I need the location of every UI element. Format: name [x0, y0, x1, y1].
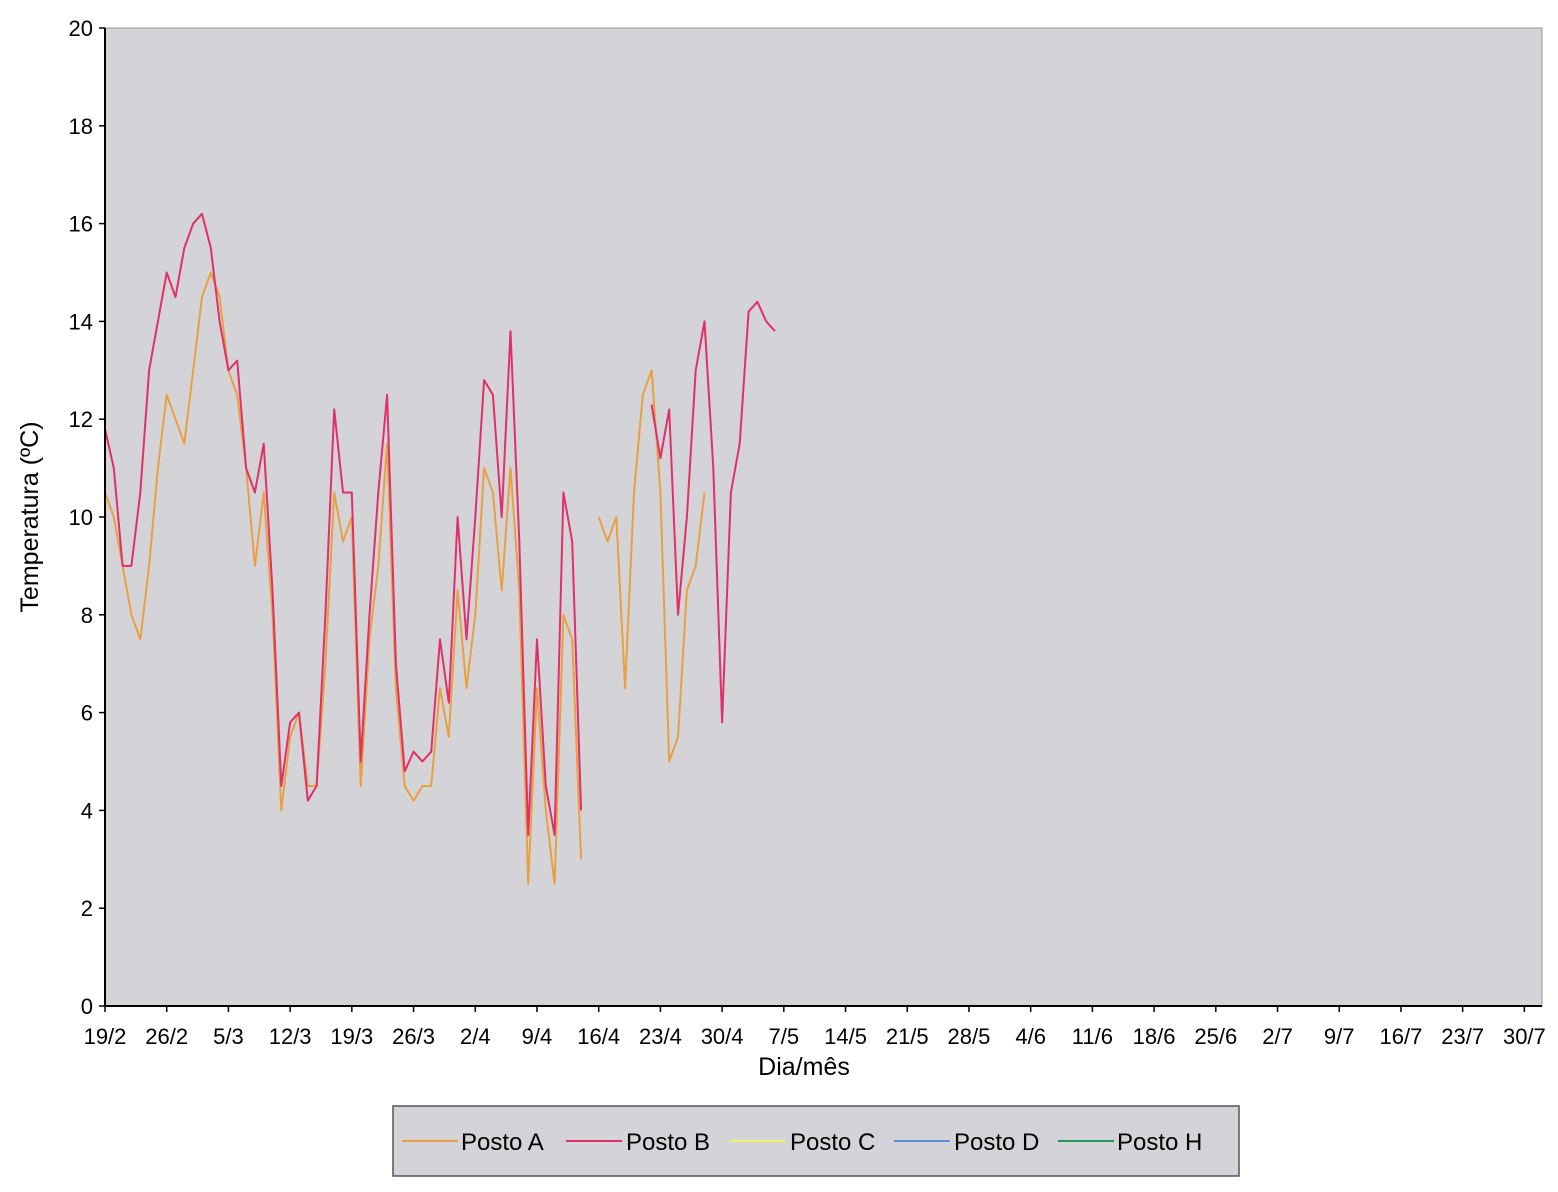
y-tick-label: 8 [81, 603, 93, 628]
y-tick-label: 20 [69, 16, 93, 41]
legend-item-posto-h: Posto H [1058, 1129, 1202, 1156]
x-tick-label: 9/4 [522, 1024, 553, 1049]
x-tick-label: 16/7 [1380, 1024, 1423, 1049]
x-tick-label: 9/7 [1324, 1024, 1355, 1049]
y-ticks: 0 2 4 6 8 10 12 14 16 18 20 [69, 16, 105, 1019]
x-tick-label: 11/6 [1072, 1024, 1113, 1049]
legend-item-posto-b: Posto B [566, 1129, 710, 1156]
x-tick-label: 25/6 [1194, 1024, 1237, 1049]
legend-label-posto-d: Posto D [954, 1129, 1039, 1156]
x-tick-label: 16/4 [577, 1024, 620, 1049]
x-axis-title: Dia/mês [758, 1053, 850, 1081]
series-line-posto-b [104, 212, 583, 836]
x-tick-label: 5/3 [213, 1024, 244, 1049]
y-tick-label: 12 [69, 407, 93, 432]
series-line-posto-a [597, 369, 706, 763]
legend: Posto A Posto B Posto C Posto D Posto H [392, 1105, 1240, 1177]
legend-label-posto-c: Posto C [790, 1129, 875, 1156]
x-tick-label: 28/5 [948, 1024, 991, 1049]
y-tick-label: 16 [69, 212, 93, 237]
x-tick-label: 19/3 [330, 1024, 373, 1049]
legend-label-posto-h: Posto H [1117, 1129, 1202, 1156]
series-line-posto-a [104, 271, 583, 885]
y-tick-label: 18 [69, 114, 93, 139]
series-layer [104, 212, 776, 885]
x-tick-label: 21/5 [886, 1024, 929, 1049]
x-tick-label: 23/7 [1441, 1024, 1484, 1049]
x-tick-label: 26/3 [392, 1024, 435, 1049]
x-tick-label: 19/2 [84, 1024, 127, 1049]
y-tick-label: 0 [81, 994, 93, 1019]
y-tick-label: 4 [81, 798, 93, 823]
x-tick-label: 7/5 [769, 1024, 800, 1049]
x-tick-label: 30/4 [701, 1024, 744, 1049]
plot-area [104, 27, 1543, 1007]
series-line-posto-b [650, 300, 776, 724]
x-tick-label: 14/5 [824, 1024, 867, 1049]
x-ticks: 19/2 26/2 5/3 12/3 19/3 26/3 2/4 9/4 16/4 23/4 30/… [84, 1006, 1546, 1049]
y-tick-label: 2 [81, 896, 93, 921]
x-tick-label: 30/7 [1503, 1024, 1546, 1049]
y-tick-label: 6 [81, 701, 93, 726]
legend-item-posto-d: Posto D [894, 1129, 1039, 1156]
x-tick-label: 2/4 [460, 1024, 491, 1049]
legend-label-posto-a: Posto A [461, 1129, 544, 1156]
legend-item-posto-c: Posto C [730, 1129, 875, 1156]
x-tick-label: 12/3 [269, 1024, 312, 1049]
legend-label-posto-b: Posto B [626, 1129, 710, 1156]
x-tick-label: 18/6 [1133, 1024, 1176, 1049]
x-tick-label: 26/2 [145, 1024, 188, 1049]
y-tick-label: 14 [69, 309, 93, 334]
x-tick-label: 2/7 [1262, 1024, 1293, 1049]
y-tick-label: 10 [69, 505, 93, 530]
x-tick-label: 4/6 [1015, 1024, 1046, 1049]
x-tick-label: 23/4 [639, 1024, 682, 1049]
y-axis-title: Temperatura (ºC) [16, 421, 44, 612]
legend-item-posto-a: Posto A [402, 1129, 544, 1156]
